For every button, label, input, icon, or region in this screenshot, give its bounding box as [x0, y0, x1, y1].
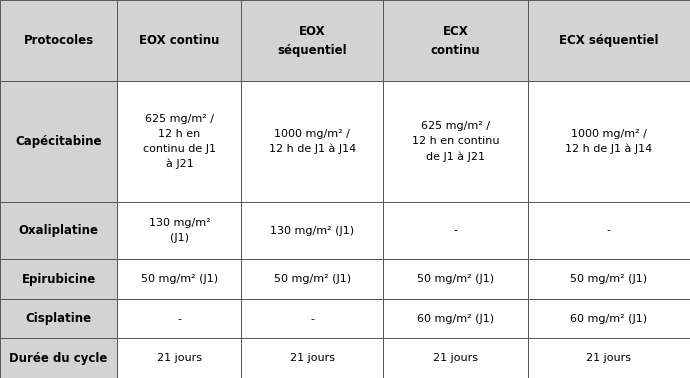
Text: 21 jours: 21 jours [433, 353, 478, 363]
Bar [0, 338, 117, 378]
Text: Oxaliplatine: Oxaliplatine [19, 224, 99, 237]
Text: -: - [177, 314, 181, 324]
Text: EOX
séquentiel: EOX séquentiel [277, 25, 347, 57]
Bar [241, 202, 383, 259]
Text: 50 mg/m² (J1): 50 mg/m² (J1) [274, 274, 351, 284]
Bar [241, 259, 383, 299]
Text: 21 jours: 21 jours [586, 353, 631, 363]
Text: 130 mg/m² (J1): 130 mg/m² (J1) [270, 226, 354, 235]
Bar [528, 0, 690, 81]
Text: 21 jours: 21 jours [290, 353, 335, 363]
Bar [0, 259, 117, 299]
Bar [241, 299, 383, 338]
Bar [383, 81, 528, 202]
Bar [117, 81, 242, 202]
Text: 1000 mg/m² /
12 h de J1 à J14: 1000 mg/m² / 12 h de J1 à J14 [565, 129, 653, 154]
Text: 50 mg/m² (J1): 50 mg/m² (J1) [141, 274, 218, 284]
Bar [528, 338, 690, 378]
Text: -: - [607, 226, 611, 235]
Bar [117, 338, 242, 378]
Bar [117, 202, 242, 259]
Bar [383, 202, 528, 259]
Text: Epirubicine: Epirubicine [21, 273, 96, 285]
Text: 21 jours: 21 jours [157, 353, 202, 363]
Text: 625 mg/m² /
12 h en
continu de J1
à J21: 625 mg/m² / 12 h en continu de J1 à J21 [143, 114, 216, 169]
Text: 625 mg/m² /
12 h en continu
de J1 à J21: 625 mg/m² / 12 h en continu de J1 à J21 [412, 121, 499, 162]
Bar [117, 0, 242, 81]
Bar [241, 338, 383, 378]
Text: Durée du cycle: Durée du cycle [10, 352, 108, 365]
Text: 130 mg/m²
(J1): 130 mg/m² (J1) [148, 218, 210, 243]
Text: Protocoles: Protocoles [23, 34, 94, 47]
Text: ECX
continu: ECX continu [431, 25, 480, 57]
Bar [0, 0, 117, 81]
Bar [0, 299, 117, 338]
Bar [241, 0, 383, 81]
Bar [528, 202, 690, 259]
Text: 1000 mg/m² /
12 h de J1 à J14: 1000 mg/m² / 12 h de J1 à J14 [268, 129, 356, 154]
Text: 60 mg/m² (J1): 60 mg/m² (J1) [571, 314, 647, 324]
Bar [528, 259, 690, 299]
Text: Capécitabine: Capécitabine [15, 135, 102, 148]
Bar [383, 0, 528, 81]
Bar [383, 338, 528, 378]
Bar [383, 259, 528, 299]
Text: Cisplatine: Cisplatine [26, 312, 92, 325]
Bar [117, 299, 242, 338]
Bar [383, 299, 528, 338]
Text: 60 mg/m² (J1): 60 mg/m² (J1) [417, 314, 494, 324]
Text: 50 mg/m² (J1): 50 mg/m² (J1) [417, 274, 494, 284]
Text: EOX continu: EOX continu [139, 34, 219, 47]
Text: -: - [453, 226, 457, 235]
Text: ECX séquentiel: ECX séquentiel [559, 34, 659, 47]
Bar [117, 259, 242, 299]
Text: 50 mg/m² (J1): 50 mg/m² (J1) [571, 274, 647, 284]
Text: -: - [310, 314, 314, 324]
Bar [528, 299, 690, 338]
Bar [0, 202, 117, 259]
Bar [528, 81, 690, 202]
Bar [0, 81, 117, 202]
Bar [241, 81, 383, 202]
